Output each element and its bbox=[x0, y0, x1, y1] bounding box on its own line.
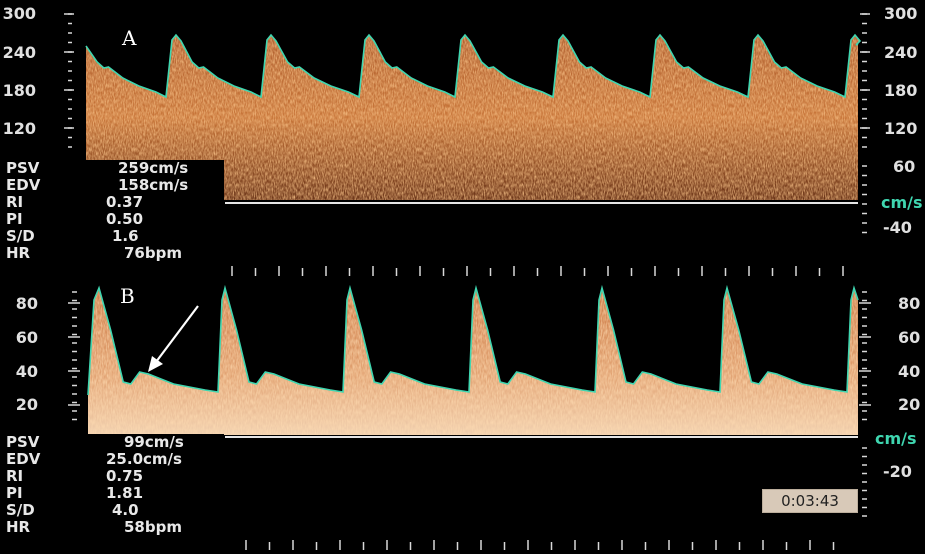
panel-b-left-axis-label-80: 80 bbox=[15, 294, 38, 313]
measurement-value: 0.75 bbox=[106, 467, 144, 485]
panel-a-measurements: PSV 259cm/s EDV 158cm/s RI 0.37 PI 0.50 … bbox=[6, 160, 224, 282]
measurement-value: 158cm/s bbox=[118, 176, 189, 194]
measurement-value: 0.37 bbox=[106, 193, 144, 211]
panel-b-letter: B bbox=[120, 284, 135, 308]
panel-a-right-axis-label-neg40: -40 bbox=[883, 218, 912, 237]
measurement-label: S/D bbox=[6, 501, 35, 519]
measurement-label: PI bbox=[6, 484, 23, 502]
measurement-row-ri: RI 0.37 bbox=[6, 194, 224, 211]
measurement-row-psv: PSV 99cm/s bbox=[6, 434, 224, 451]
panel-a-unit-label: cm/s bbox=[881, 193, 923, 212]
measurement-row-ri: RI 0.75 bbox=[6, 468, 224, 485]
measurement-value: 99cm/s bbox=[124, 433, 184, 451]
panel-b-right-axis-label-20: 20 bbox=[898, 395, 921, 414]
measurement-row-sd: S/D 4.0 bbox=[6, 502, 224, 519]
measurement-label: PI bbox=[6, 210, 23, 228]
measurement-value: 259cm/s bbox=[118, 159, 189, 177]
measurement-row-hr: HR 76bpm bbox=[6, 245, 224, 262]
panel-b-spectrum bbox=[87, 284, 859, 435]
panel-b-spectrum-texture bbox=[88, 288, 858, 435]
measurement-row-sd: S/D 1.6 bbox=[6, 228, 224, 245]
measurement-label: EDV bbox=[6, 450, 41, 468]
panel-b-envelope bbox=[87, 284, 859, 396]
panel-b-left-axis-label-20: 20 bbox=[15, 395, 38, 414]
panel-a-envelope bbox=[85, 33, 862, 99]
panel-b-right-axis-label-neg20: -20 bbox=[883, 462, 912, 481]
panel-b-right-axis-label-60: 60 bbox=[898, 328, 921, 347]
measurement-value: 58bpm bbox=[124, 518, 182, 536]
panel-a-right-axis-label-120: 120 bbox=[884, 119, 918, 138]
measurement-label: EDV bbox=[6, 176, 41, 194]
panel-b-left-axis-label-40: 40 bbox=[15, 362, 38, 381]
measurement-label: PSV bbox=[6, 433, 40, 451]
panel-a-right-axis-label-180: 180 bbox=[884, 81, 918, 100]
panel-a-right-axis-label-240: 240 bbox=[884, 43, 918, 62]
panel-a-spectrum-texture bbox=[86, 35, 860, 200]
measurement-label: PSV bbox=[6, 159, 40, 177]
panel-b-right-axis-label-40: 40 bbox=[898, 362, 921, 381]
panel-a-left-axis-label-180: 180 bbox=[2, 81, 36, 100]
measurement-label: S/D bbox=[6, 227, 35, 245]
measurement-value: 1.6 bbox=[112, 227, 139, 245]
measurement-label: HR bbox=[6, 518, 31, 536]
measurement-row-hr: HR 58bpm bbox=[6, 519, 224, 536]
panel-a-left-axis-label-300: 300 bbox=[2, 4, 36, 23]
panel-b-measurements: PSV 99cm/s EDV 25.0cm/s RI 0.75 PI 1.81 … bbox=[6, 434, 224, 554]
measurement-row-edv: EDV 25.0cm/s bbox=[6, 451, 224, 468]
measurement-value: 1.81 bbox=[106, 484, 144, 502]
panel-a-right-axis-label-60: 60 bbox=[893, 157, 916, 176]
elapsed-timer: 0:03:43 bbox=[762, 489, 858, 513]
measurement-value: 25.0cm/s bbox=[106, 450, 182, 468]
arrow-marker bbox=[148, 305, 199, 372]
measurement-value: 76bpm bbox=[124, 244, 182, 262]
measurement-row-pi: PI 0.50 bbox=[6, 211, 224, 228]
measurement-row-pi: PI 1.81 bbox=[6, 485, 224, 502]
panel-a-left-axis-label-120: 120 bbox=[2, 119, 36, 138]
measurement-value: 0.50 bbox=[106, 210, 144, 228]
panel-b-right-axis-label-80: 80 bbox=[898, 294, 921, 313]
panel-a-right-axis-label-300: 300 bbox=[884, 4, 918, 23]
panel-a-left-axis-label-240: 240 bbox=[2, 43, 36, 62]
panel-a-letter: A bbox=[122, 26, 137, 50]
panel-b-unit-label: cm/s bbox=[875, 429, 917, 448]
axis-ticks bbox=[64, 13, 871, 550]
panel-b-left-axis-label-60: 60 bbox=[15, 328, 38, 347]
measurement-value: 4.0 bbox=[112, 501, 139, 519]
measurement-label: RI bbox=[6, 467, 24, 485]
measurement-label: RI bbox=[6, 193, 24, 211]
measurement-row-edv: EDV 158cm/s bbox=[6, 177, 224, 194]
panel-a-spectrum bbox=[85, 33, 862, 200]
measurement-label: HR bbox=[6, 244, 31, 262]
measurement-row-psv: PSV 259cm/s bbox=[6, 160, 224, 177]
